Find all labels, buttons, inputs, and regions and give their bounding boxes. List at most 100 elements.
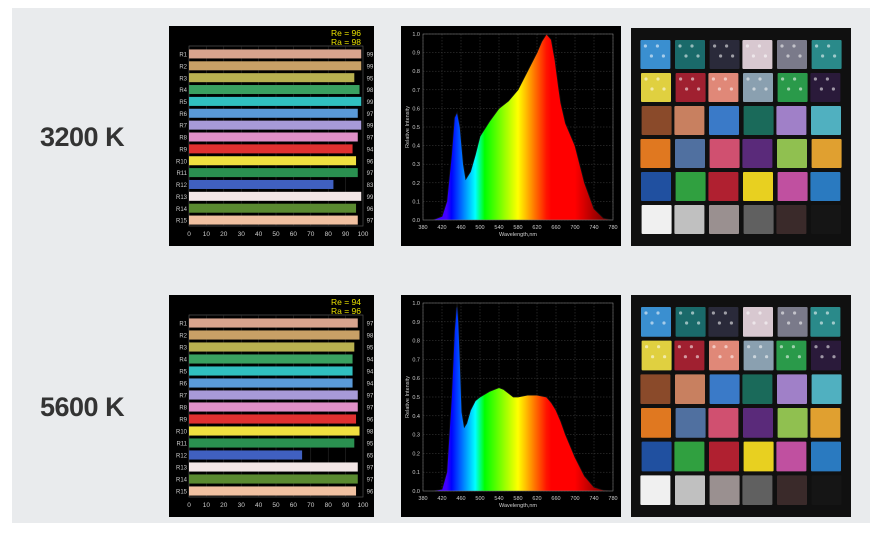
bar: [189, 49, 362, 59]
value-label: 97: [367, 394, 374, 400]
fabric-pattern-dot: [787, 87, 791, 91]
fabric-pattern-dot: [689, 345, 693, 349]
color-swatch: [709, 475, 740, 506]
color-swatch: [709, 374, 740, 405]
fabric-pattern-dot: [799, 321, 803, 325]
value-label: 99: [367, 195, 374, 201]
y-tick-label: 0.3: [412, 162, 420, 168]
y-tick-label: 1.0: [412, 301, 420, 307]
fabric-pattern-dot: [651, 355, 655, 359]
fabric-pattern-dot: [831, 87, 835, 91]
bar: [189, 366, 353, 376]
value-label: 97: [367, 219, 374, 225]
spectrum-area: [423, 34, 613, 220]
bar: [189, 438, 355, 448]
y-tick-label: 0.1: [412, 199, 420, 205]
fabric-pattern-dot: [697, 321, 701, 325]
color-swatch: [709, 340, 739, 371]
annotation: Ra = 98: [331, 37, 361, 47]
x-tick-label: 740: [589, 225, 598, 231]
fabric-pattern-dot: [711, 77, 715, 81]
color-swatch: [777, 307, 808, 337]
bar: [189, 462, 358, 472]
y-tick-label: 0.7: [412, 88, 420, 94]
swatch-photo-3200k: [631, 28, 851, 246]
bar: [189, 402, 358, 412]
color-swatch: [675, 172, 706, 201]
bar: [189, 215, 358, 225]
color-swatch: [675, 307, 706, 337]
color-swatch: [810, 307, 841, 337]
color-swatch: [743, 205, 774, 234]
fabric-pattern-dot: [655, 44, 659, 48]
x-axis-label: Wavelength,nm: [499, 232, 537, 238]
fabric-pattern-dot: [813, 77, 817, 81]
y-tick-label: 0.0: [412, 489, 420, 495]
category-label: R14: [176, 478, 188, 484]
value-label: 97: [367, 171, 374, 177]
x-tick-label: 380: [418, 225, 427, 231]
fabric-pattern-dot: [753, 355, 757, 359]
color-swatch: [811, 40, 842, 69]
y-axis-label: Relative Intensity: [405, 106, 411, 148]
x-tick-label: 80: [325, 231, 333, 238]
fabric-pattern-dot: [723, 77, 727, 81]
color-swatch: [777, 374, 807, 405]
fabric-pattern-dot: [746, 77, 750, 81]
x-tick-label: 460: [456, 225, 465, 231]
category-label: R11: [176, 171, 187, 177]
category-label: R11: [176, 442, 187, 448]
color-swatch: [641, 73, 671, 102]
bar: [189, 378, 353, 388]
fabric-pattern-dot: [661, 54, 665, 58]
bar: [189, 414, 357, 424]
color-swatch: [674, 106, 705, 135]
category-label: R3: [179, 76, 187, 82]
color-swatch: [640, 40, 671, 69]
color-swatch: [709, 40, 740, 69]
annotation: Re = 96: [331, 28, 361, 38]
fabric-pattern-dot: [786, 54, 790, 58]
value-label: 98: [367, 430, 374, 436]
x-tick-label: 30: [238, 231, 246, 238]
color-swatch: [641, 408, 671, 438]
x-tick-label: 700: [570, 225, 579, 231]
color-swatch: [743, 408, 773, 438]
bar: [189, 318, 358, 328]
color-swatch: [675, 139, 705, 168]
x-tick-label: 420: [437, 496, 446, 502]
color-swatch: [776, 205, 807, 234]
color-swatch: [742, 374, 773, 405]
color-swatch: [640, 374, 671, 405]
category-label: R12: [176, 183, 188, 189]
color-swatch: [708, 172, 739, 201]
y-tick-label: 0.5: [412, 395, 420, 401]
fabric-pattern-dot: [798, 54, 802, 58]
bar: [189, 168, 358, 178]
value-label: 65: [367, 454, 374, 460]
color-swatch: [640, 475, 671, 506]
y-tick-label: 0.7: [412, 357, 420, 363]
x-tick-label: 620: [532, 225, 541, 231]
fabric-pattern-dot: [649, 54, 653, 58]
fabric-pattern-dot: [745, 44, 749, 48]
fabric-pattern-dot: [813, 311, 817, 315]
color-swatch: [810, 172, 841, 201]
y-tick-label: 0.5: [412, 125, 420, 131]
annotation: Re = 94: [331, 297, 361, 307]
fabric-pattern-dot: [763, 54, 767, 58]
color-swatch: [811, 106, 841, 135]
value-label: 94: [367, 147, 374, 153]
value-label: 98: [367, 88, 374, 94]
value-label: 96: [367, 207, 374, 213]
category-label: R1: [179, 322, 187, 328]
bar: [189, 120, 362, 130]
x-tick-label: 660: [551, 496, 560, 502]
y-tick-label: 0.4: [412, 414, 420, 420]
fabric-pattern-dot: [793, 77, 797, 81]
fabric-pattern-dot: [677, 345, 681, 349]
x-tick-label: 10: [203, 231, 211, 238]
bar: [189, 108, 358, 118]
fabric-pattern-dot: [719, 54, 723, 58]
fabric-pattern-dot: [663, 355, 667, 359]
